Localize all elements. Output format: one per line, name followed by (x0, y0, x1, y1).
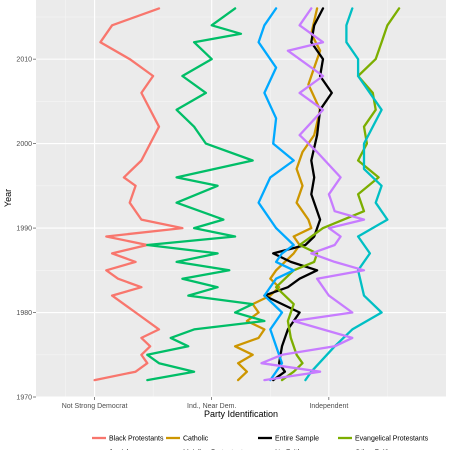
x-tick-label: Ind., Near Dem. (187, 403, 236, 410)
series-line (146, 7, 266, 382)
legend-label: Catholic (183, 436, 209, 443)
series-line (257, 7, 295, 382)
y-tick-label: 1970 (16, 395, 32, 402)
y-tick-label: 2000 (16, 141, 32, 148)
series-line (260, 7, 366, 382)
x-tick-label: Not Strong Democrat (62, 403, 128, 410)
y-axis-title: Year (3, 189, 13, 207)
x-axis-ticks: Not Strong Democrat Ind., Near Dem. Indepe… (62, 397, 348, 410)
legend-label: Evangelical Protestants (355, 436, 429, 443)
legend-label: Black Protestants (109, 436, 164, 443)
x-tick-label: Independent (309, 403, 348, 410)
legend: Black Protestants Catholic Entire Sample Ev… (92, 436, 429, 450)
y-axis-ticks: 1970 1980 1990 2000 2010 (16, 57, 36, 402)
y-tick-label: 2010 (16, 57, 32, 64)
series-line (304, 7, 389, 382)
y-tick-label: 1990 (16, 226, 32, 233)
legend-label: Entire Sample (275, 436, 319, 443)
series-lines (93, 7, 401, 382)
gridlines (36, 0, 446, 398)
y-tick-label: 1980 (16, 310, 32, 317)
x-axis-title: Party Identification (204, 409, 278, 419)
